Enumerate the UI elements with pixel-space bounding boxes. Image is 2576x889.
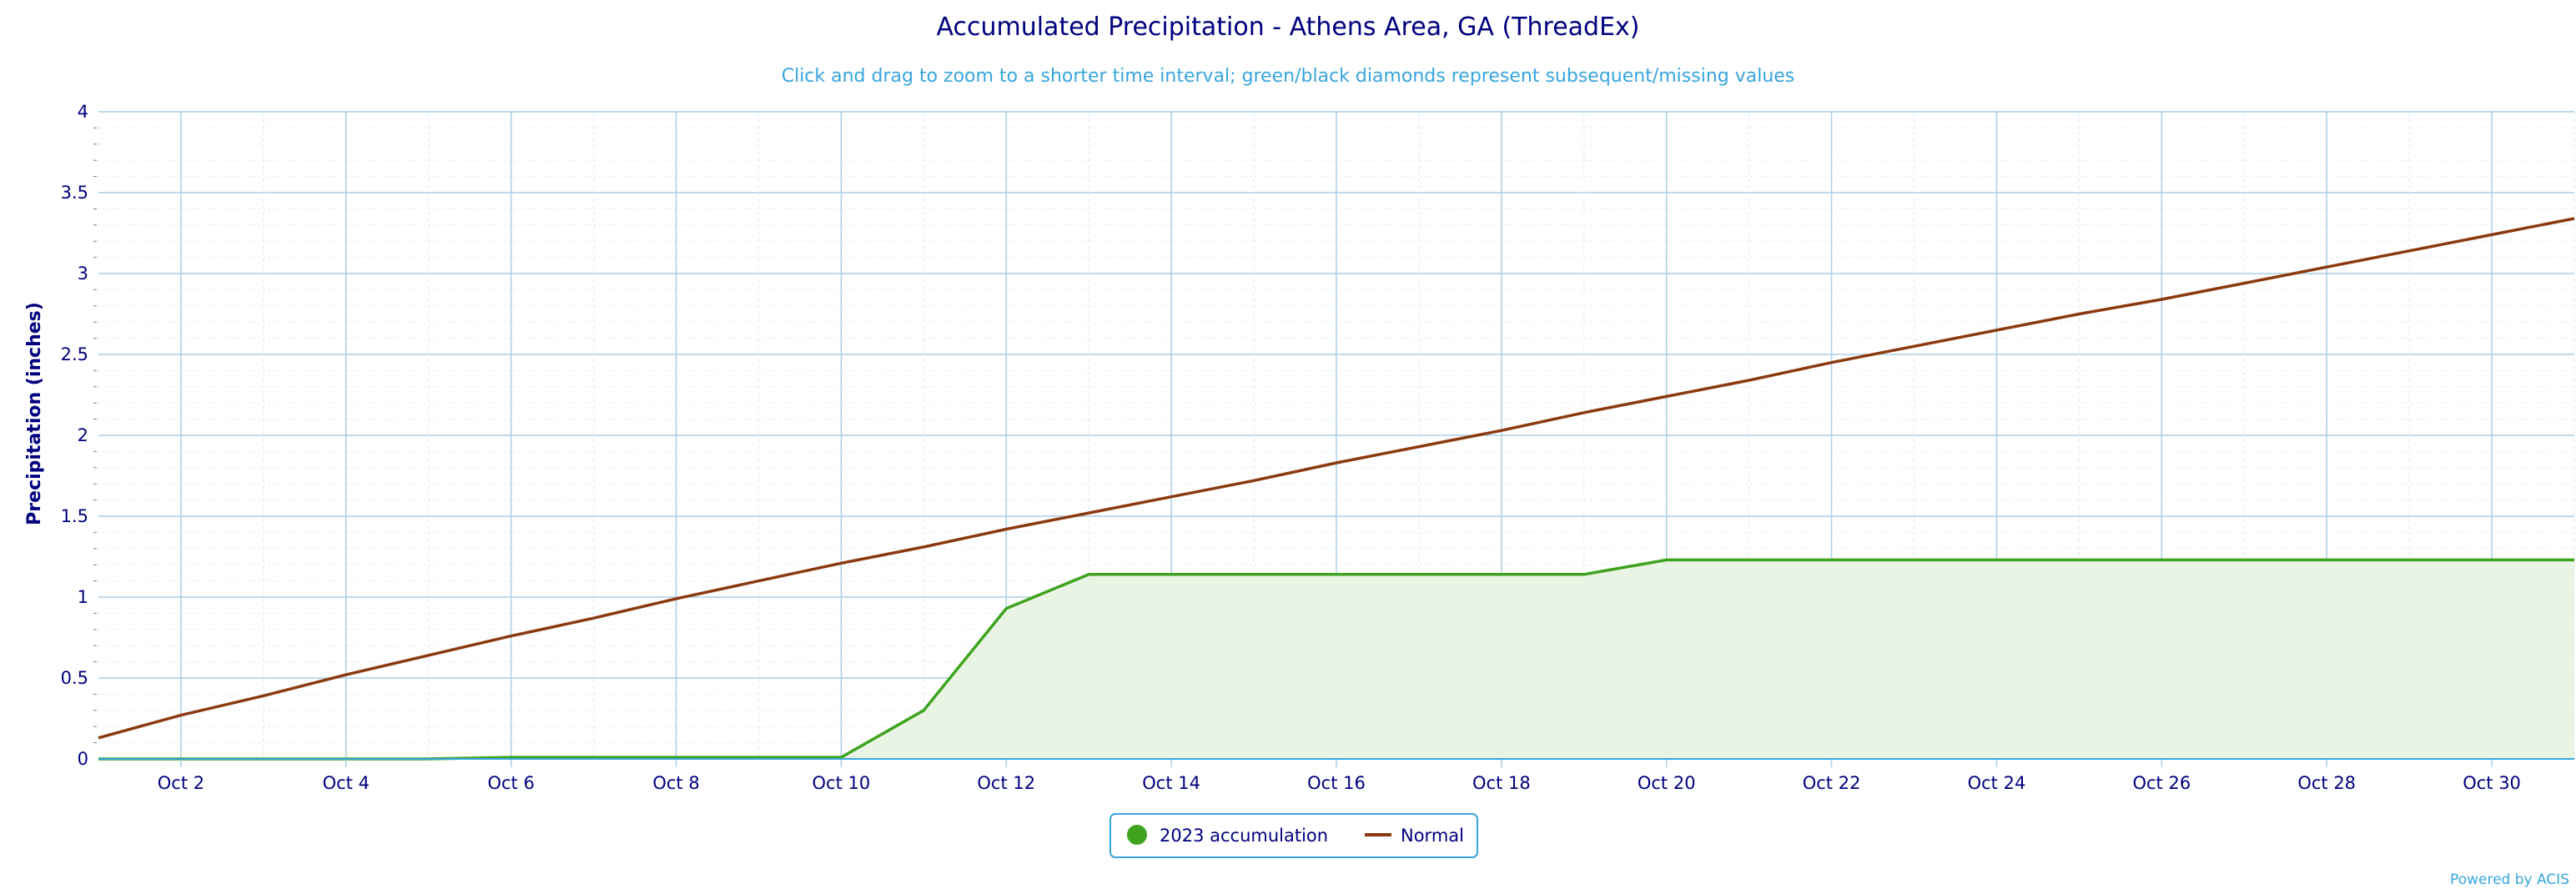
- y-tick-label: 1.5: [61, 506, 88, 526]
- x-tick-label: Oct 4: [323, 773, 370, 793]
- x-tick-label: Oct 30: [2463, 773, 2521, 793]
- legend-accumulation-label: 2023 accumulation: [1160, 826, 1328, 846]
- x-tick-label: Oct 26: [2132, 773, 2191, 793]
- x-tick-label: Oct 12: [977, 773, 1035, 793]
- y-tick-label: 0.5: [61, 668, 88, 688]
- y-axis-label: Precipitation (inches): [24, 302, 45, 525]
- x-tick-label: Oct 20: [1638, 773, 1696, 793]
- x-axis: Oct 2 Oct 4 Oct 6 Oct 8 Oct 10 Oct 12 Oct 14 Oc…: [98, 758, 2574, 793]
- plot-area[interactable]: [98, 217, 2575, 761]
- legend-box: [1109, 813, 1478, 858]
- x-tick-label: Oct 10: [813, 773, 871, 793]
- chart-title: Accumulated Precipitation - Athens Area,…: [936, 13, 1639, 42]
- x-tick-label: Oct 8: [652, 773, 699, 793]
- normal-series-line[interactable]: [98, 217, 2575, 740]
- x-tick-label: Oct 22: [1803, 773, 1861, 793]
- x-tick-label: Oct 14: [1142, 773, 1200, 793]
- legend[interactable]: 2023 accumulation Normal: [1109, 813, 1478, 858]
- legend-normal-label: Normal: [1401, 826, 1464, 846]
- y-tick-label: 1: [78, 587, 88, 607]
- legend-item-normal[interactable]: Normal: [1365, 826, 1464, 846]
- credit-link[interactable]: Powered by ACIS: [2450, 871, 2569, 888]
- legend-item-accumulation[interactable]: 2023 accumulation: [1127, 825, 1328, 846]
- y-tick-label: 2.5: [61, 344, 88, 364]
- accumulation-area-fill: [98, 560, 2574, 759]
- x-tick-label: Oct 6: [487, 773, 534, 793]
- y-tick-label: 3: [78, 264, 88, 284]
- y-tick-label: 3.5: [61, 183, 88, 203]
- x-tick-label: Oct 2: [158, 773, 204, 793]
- x-tick-label: Oct 24: [1968, 773, 2026, 793]
- y-axis: 0 0.5 1 1.5 2 2.5 3 3.5 4: [61, 102, 88, 769]
- x-tick-label: Oct 18: [1472, 773, 1531, 793]
- legend-accumulation-symbol: [1127, 825, 1147, 845]
- chart-subtitle: Click and drag to zoom to a shorter time…: [782, 66, 1795, 87]
- y-tick-label: 0: [78, 749, 88, 769]
- y-tick-label: 4: [78, 102, 88, 122]
- x-tick-label: Oct 16: [1307, 773, 1366, 793]
- y-tick-label: 2: [78, 425, 88, 445]
- accumulation-series-line[interactable]: [98, 558, 2574, 761]
- x-tick-label: Oct 28: [2297, 773, 2356, 793]
